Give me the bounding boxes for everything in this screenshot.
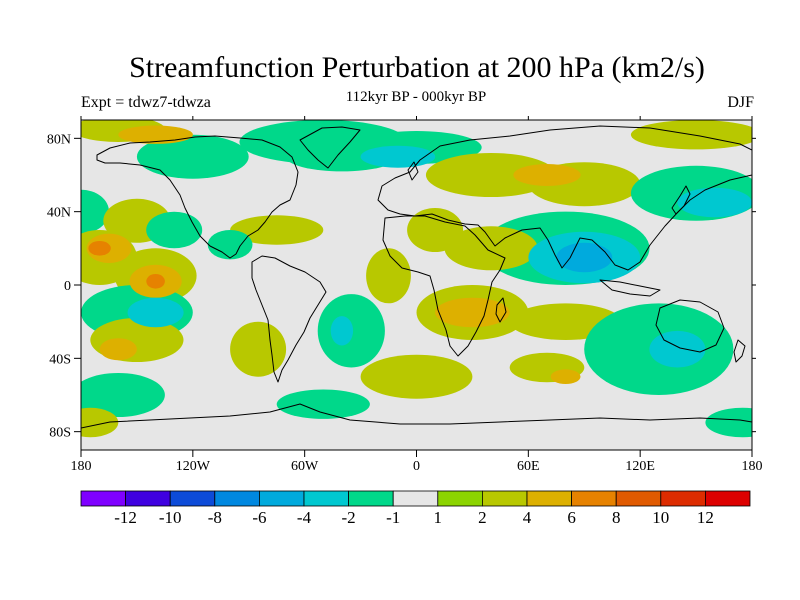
negative-anomaly xyxy=(81,373,165,417)
negative-anomaly xyxy=(136,134,249,179)
positive-anomaly xyxy=(230,215,324,245)
lon-tick-label: 60W xyxy=(291,459,319,474)
colorbar-swatch xyxy=(660,490,706,507)
positive-anomaly xyxy=(118,125,193,144)
negative-anomaly xyxy=(677,187,752,218)
colorbar-swatch xyxy=(214,490,260,507)
colorbar-label: 12 xyxy=(697,508,714,527)
lon-tick-label: 180 xyxy=(71,459,92,474)
negative-anomaly xyxy=(207,230,253,260)
colorbar-swatch xyxy=(571,490,617,507)
coastline-indonesia xyxy=(599,279,661,297)
lat-tick-label: 40S xyxy=(49,352,71,367)
colorbar: -12 -10 -8 -6 -4 -2 -1 1 2 4 6 8 10 12 xyxy=(80,490,751,527)
negative-anomaly xyxy=(81,189,109,234)
lat-tick-label: 0 xyxy=(64,279,71,294)
colorbar-swatch xyxy=(526,490,572,507)
positive-anomaly xyxy=(444,226,538,271)
longitude-axis: 180 120W 60W 0 60E 120E 180 xyxy=(71,116,763,474)
colorbar-swatch xyxy=(303,490,349,507)
coastline-africa xyxy=(382,215,506,357)
colorbar-swatch xyxy=(392,490,439,507)
colorbar-swatch xyxy=(615,490,662,507)
coastline-british-isles xyxy=(407,161,419,181)
colorbar-swatch xyxy=(169,490,216,507)
colorbar-label: 2 xyxy=(478,508,487,527)
lon-tick-label: 120E xyxy=(625,459,655,474)
lat-tick-label: 80S xyxy=(49,426,71,441)
colorbar-label: -8 xyxy=(208,508,222,527)
colorbar-swatch xyxy=(348,490,394,507)
anomaly-field xyxy=(81,120,752,438)
colorbar-swatch xyxy=(705,490,751,507)
coastlines xyxy=(81,125,752,429)
colorbar-label: -2 xyxy=(342,508,356,527)
negative-anomaly xyxy=(705,407,752,438)
colorbar-label: 10 xyxy=(652,508,669,527)
negative-anomaly xyxy=(556,242,613,273)
plot-subtitle: 112kyr BP - 000kyr BP xyxy=(345,89,487,105)
season-label: DJF xyxy=(727,94,754,111)
lon-tick-label: 180 xyxy=(742,459,763,474)
colorbar-swatch xyxy=(258,490,305,507)
colorbar-swatch xyxy=(481,490,528,507)
negative-anomaly xyxy=(649,330,706,368)
coastline-antarctica xyxy=(81,403,752,429)
negative-anomaly xyxy=(146,211,203,249)
lon-tick-label: 0 xyxy=(413,459,420,474)
lon-tick-label: 60E xyxy=(517,459,540,474)
coastline-north-america xyxy=(96,135,299,259)
colorbar-label: 4 xyxy=(523,508,532,527)
colorbar-swatch xyxy=(80,490,126,507)
positive-anomaly xyxy=(230,321,287,377)
coastline-eurasia xyxy=(377,125,752,271)
positive-anomaly xyxy=(550,369,581,385)
lat-tick-label: 40N xyxy=(47,206,71,221)
colorbar-swatch xyxy=(125,490,171,507)
colorbar-swatch xyxy=(437,490,483,507)
positive-anomaly xyxy=(435,297,510,328)
coastline-new-zealand xyxy=(733,339,746,363)
negative-anomaly xyxy=(360,145,436,168)
coastline-south-america xyxy=(251,255,327,383)
lon-tick-label: 120W xyxy=(176,459,211,474)
positive-anomaly xyxy=(146,274,165,289)
positive-anomaly xyxy=(99,338,137,361)
coastline-japan xyxy=(671,185,691,215)
positive-anomaly xyxy=(425,153,557,197)
negative-anomaly xyxy=(276,389,370,419)
latitude-axis: 80N 40N 0 40S 80S xyxy=(47,132,756,441)
positive-anomaly xyxy=(360,354,473,399)
colorbar-label: -1 xyxy=(386,508,400,527)
colorbar-label: 6 xyxy=(567,508,576,527)
coastline-australia xyxy=(655,299,725,353)
colorbar-label: -10 xyxy=(159,508,182,527)
plot-title: Streamfunction Perturbation at 200 hPa (… xyxy=(129,51,705,84)
positive-anomaly xyxy=(81,407,119,438)
negative-anomaly xyxy=(330,316,354,346)
coastline-greenland xyxy=(299,126,361,169)
lat-tick-label: 80N xyxy=(47,132,71,147)
positive-anomaly xyxy=(513,164,581,186)
negative-anomaly xyxy=(127,297,184,328)
positive-anomaly xyxy=(88,241,111,256)
colorbar-label: -6 xyxy=(252,508,266,527)
experiment-label: Expt = tdwz7-tdwza xyxy=(81,94,211,111)
colorbar-label: -4 xyxy=(297,508,312,527)
colorbar-label: -12 xyxy=(114,508,137,527)
colorbar-label: 1 xyxy=(434,508,443,527)
colorbar-label: 8 xyxy=(612,508,621,527)
positive-anomaly xyxy=(366,248,411,304)
coastline-madagascar xyxy=(495,297,507,323)
